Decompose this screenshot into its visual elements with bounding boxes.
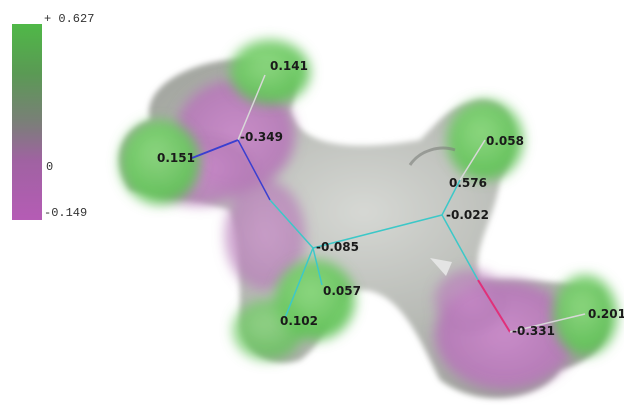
- charge-labels: 0.141 -0.349 0.151 -0.085 0.057 0.102 0.…: [157, 59, 624, 338]
- charge-label-c-right: -0.022: [446, 208, 489, 222]
- charge-label-c-center: -0.085: [316, 240, 359, 254]
- bonds: [191, 74, 586, 333]
- charge-label-h-left: 0.151: [157, 151, 195, 165]
- charge-label-o-bottom: -0.331: [512, 324, 555, 338]
- charge-label-n-left: -0.349: [240, 130, 283, 144]
- color-scale: + 0.627 0 -0.149: [12, 12, 94, 220]
- charge-label-h-bottom-right: 0.057: [323, 284, 361, 298]
- scale-mid-label: 0: [46, 160, 53, 174]
- scale-max-label: + 0.627: [44, 12, 94, 26]
- charge-label-h-top: 0.141: [270, 59, 308, 73]
- color-scale-bar: [12, 24, 42, 220]
- scale-min-label: -0.149: [44, 206, 87, 220]
- charge-label-h-upper-right: 0.058: [486, 134, 524, 148]
- molecular-surface: [119, 40, 617, 399]
- charge-label-h-far-right: 0.201: [588, 307, 624, 321]
- charge-label-h-bottom-left: 0.102: [280, 314, 318, 328]
- charge-label-c-right-upper: 0.576: [449, 176, 487, 190]
